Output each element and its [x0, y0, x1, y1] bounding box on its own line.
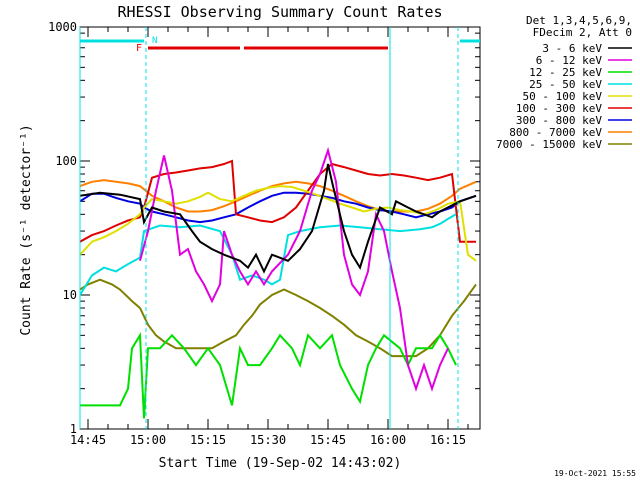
legend-label-100-300-kev: 100 - 300 keV	[516, 102, 602, 115]
legend-label-800-7000-kev: 800 - 7000 keV	[509, 126, 602, 139]
x-axis-label: Start Time (19-Sep-02 14:43:02)	[159, 456, 402, 471]
series-line-12-25-kev	[80, 332, 457, 419]
flare-label: F	[136, 43, 142, 54]
y-tick-label: 10	[63, 288, 77, 302]
legend-label-300-800-kev: 300 - 800 keV	[516, 114, 602, 127]
night-label: N	[152, 36, 157, 46]
legend-header-line: FDecim 2, Att 0	[533, 26, 632, 39]
legend-label-25-50-kev: 25 - 50 keV	[529, 78, 602, 91]
x-tick-label: 16:00	[370, 433, 406, 447]
y-tick-label: 1	[70, 422, 77, 436]
plot-area: 1 10 100 1000 14:45 15:00 15:15 15:30 15:45 16:00…	[48, 20, 481, 447]
legend-label-3-6-kev: 3 - 6 keV	[542, 42, 602, 55]
series-line-7000-15000-kev	[80, 278, 477, 358]
legend-label-50-100-kev: 50 - 100 keV	[523, 90, 603, 103]
legend-label-12-25-kev: 12 - 25 keV	[529, 66, 602, 79]
x-tick-label: 15:30	[250, 433, 286, 447]
legend-header-line: Det 1,3,4,5,6,9,	[526, 14, 632, 27]
chart-title: RHESSI Observing Summary Count Rates	[117, 3, 442, 21]
series-line-800-7000-kev	[80, 179, 477, 213]
series-line-50-100-kev	[80, 185, 477, 262]
y-axis-label: Count Rate (s⁻¹ detector⁻¹)	[19, 124, 34, 335]
x-tick-label: 16:15	[430, 433, 466, 447]
legend-label-7000-15000-kev: 7000 - 15000 keV	[496, 138, 602, 151]
legend-label-6-12-kev: 6 - 12 keV	[536, 54, 603, 67]
x-tick-label: 14:45	[70, 433, 106, 447]
y-tick-label: 1000	[48, 20, 77, 34]
series-line-300-800-kev	[80, 191, 477, 224]
x-tick-label: 15:15	[190, 433, 226, 447]
x-tick-label: 15:45	[310, 433, 346, 447]
series-line-6-12-kev	[139, 146, 449, 392]
footer-date: 19-Oct-2021 15:55	[554, 469, 636, 478]
series-line-25-50-kev	[80, 213, 457, 296]
plot-frame	[79, 26, 481, 430]
x-tick-label: 15:00	[130, 433, 166, 447]
series-group	[80, 146, 477, 419]
legend: Det 1,3,4,5,6,9,FDecim 2, Att 0 3 - 6 keV…	[496, 14, 632, 151]
y-tick-label: 100	[55, 154, 77, 168]
series-line-3-6-kev	[80, 163, 477, 274]
